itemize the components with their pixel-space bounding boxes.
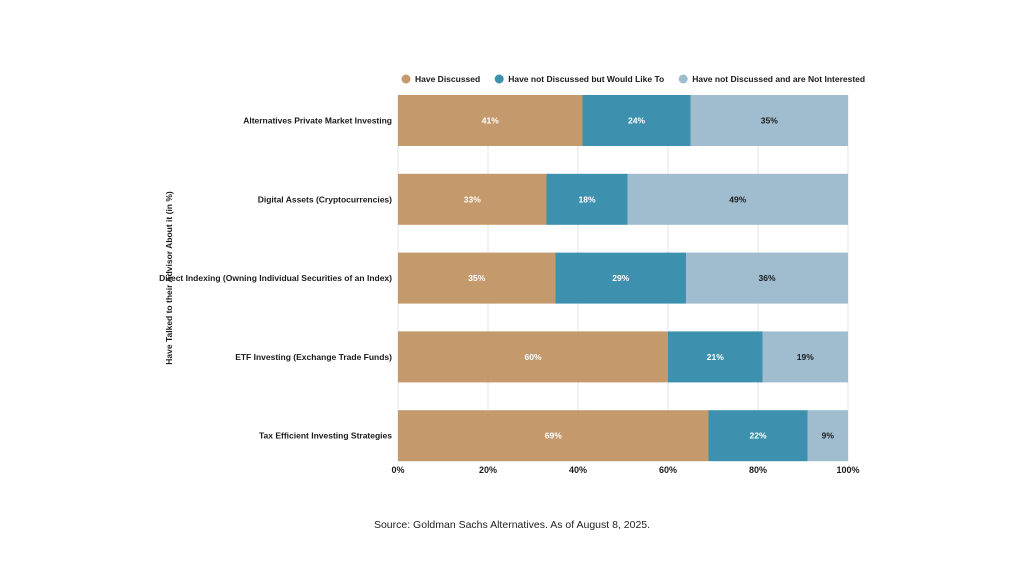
bar-segment — [708, 410, 808, 462]
x-tick-label: 80% — [749, 465, 767, 475]
data-label: 21% — [707, 352, 724, 362]
bar-segment — [398, 252, 556, 304]
data-label: 60% — [524, 352, 541, 362]
x-tick-label: 100% — [836, 465, 859, 475]
data-label: 35% — [761, 116, 778, 126]
data-label: 35% — [468, 273, 485, 283]
data-label: 49% — [729, 194, 746, 204]
bar-segment — [690, 95, 848, 146]
data-label: 19% — [797, 352, 814, 362]
source-note: Source: Goldman Sachs Alternatives. As o… — [373, 519, 651, 531]
data-label: 18% — [578, 194, 595, 204]
bar-segment — [668, 331, 763, 383]
bar-segment — [762, 331, 848, 383]
legend-label: Have not Discussed but Would Like To — [508, 74, 664, 84]
data-label: 9% — [822, 431, 835, 441]
legend-marker — [494, 74, 504, 84]
x-tick-label: 40% — [569, 465, 587, 475]
legend-label: Have not Discussed and are Not Intereste… — [692, 74, 865, 84]
bar-segment — [398, 410, 709, 462]
bar-segment — [398, 331, 668, 383]
category-label: ETF Investing (Exchange Trade Funds) — [235, 352, 392, 362]
category-label: Tax Efficient Investing Strategies — [259, 431, 392, 441]
legend-marker — [678, 74, 688, 84]
data-label: 36% — [758, 273, 775, 283]
bar-segment — [686, 252, 848, 304]
x-tick-label: 0% — [391, 465, 404, 475]
category-label: Alternatives Private Market Investing — [243, 116, 392, 126]
data-label: 24% — [628, 116, 645, 126]
bar-segment — [398, 173, 547, 225]
bar-segment — [555, 252, 686, 304]
legend-label: Have Discussed — [415, 74, 480, 84]
bar-segment — [627, 173, 848, 225]
y-axis-title: Have Talked to their Advisor About it (i… — [164, 191, 174, 365]
legend-marker — [401, 74, 411, 84]
x-tick-label: 20% — [479, 465, 497, 475]
bar-segment — [398, 95, 583, 146]
x-tick-label: 60% — [659, 465, 677, 475]
category-label: Digital Assets (Cryptocurrencies) — [258, 194, 392, 204]
data-label: 33% — [464, 194, 481, 204]
bar-segment — [582, 95, 691, 146]
bar-segment — [546, 173, 628, 225]
data-label: 41% — [482, 116, 499, 126]
category-label: Direct Indexing (Owning Individual Secur… — [159, 273, 392, 283]
data-label: 22% — [749, 431, 766, 441]
data-label: 29% — [612, 273, 629, 283]
data-label: 69% — [545, 431, 562, 441]
bar-segment — [807, 410, 848, 462]
